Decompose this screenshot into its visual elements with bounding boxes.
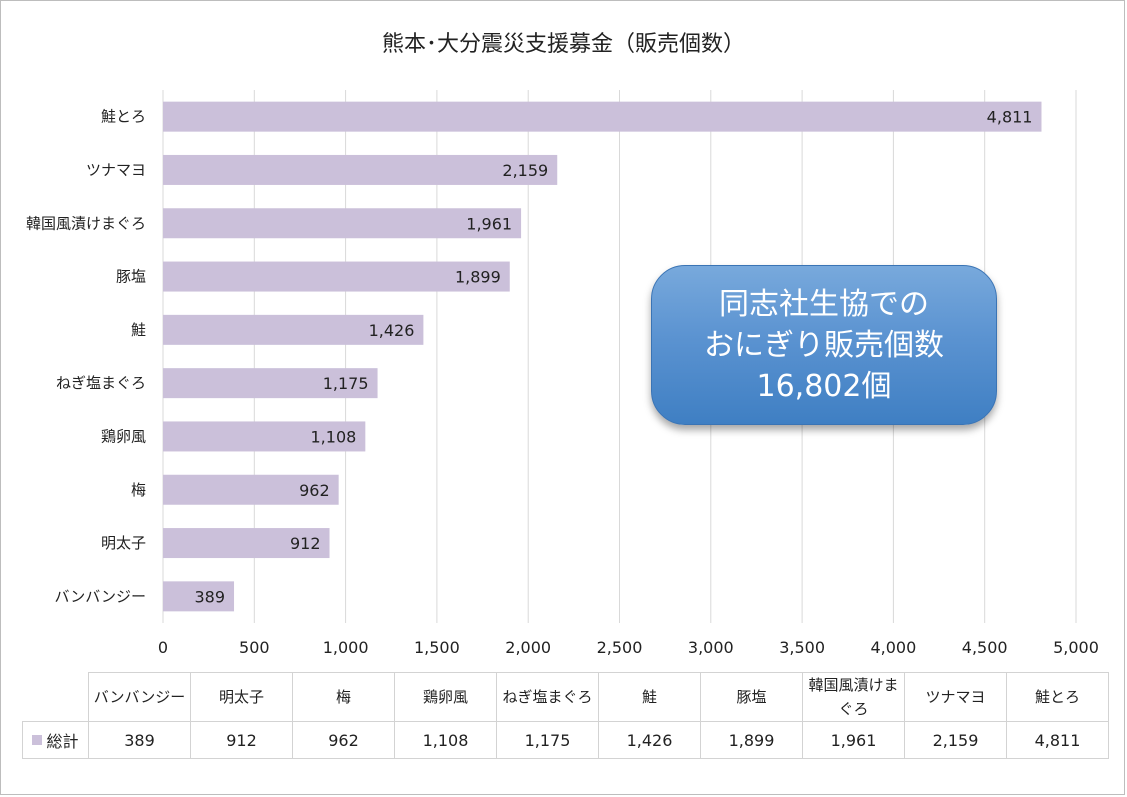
chart-title: 熊本･大分震災支援募金（販売個数）	[381, 32, 745, 57]
category-label: 豚塩	[116, 268, 146, 286]
table-header-cell: ねぎ塩まぐろ	[496, 672, 599, 722]
table-value-cell: 1,426	[598, 721, 701, 759]
table-header-cell: 明太子	[190, 672, 293, 722]
data-label: 4,811	[987, 108, 1033, 127]
table-value-cell: 912	[190, 721, 293, 759]
category-label: 鶏卵風	[101, 427, 146, 445]
category-label: 梅	[131, 481, 146, 499]
annotation-callout: 同志社生協での おにぎり販売個数 16,802個	[651, 265, 997, 425]
table-value-cell: 1,108	[394, 721, 497, 759]
bar	[163, 154, 558, 185]
table-value-cell: 1,899	[700, 721, 803, 759]
table-value-cell: 962	[292, 721, 395, 759]
data-label: 1,899	[455, 268, 501, 287]
category-label: ねぎ塩まぐろ	[56, 374, 146, 392]
category-label: 鮭	[131, 321, 146, 339]
table-header-cell: 梅	[292, 672, 395, 722]
category-label: バンバンジー	[54, 587, 146, 605]
table-value-cell: 2,159	[904, 721, 1007, 759]
category-label: ツナマヨ	[86, 161, 146, 179]
table-header-cell: 鶏卵風	[394, 672, 497, 722]
data-label: 962	[299, 481, 330, 500]
table-value-cell: 4,811	[1006, 721, 1109, 759]
bar	[163, 581, 235, 612]
bar	[163, 528, 330, 559]
series-name: 総計	[46, 732, 79, 751]
data-table: バンバンジー 明太子梅鶏卵風 ねぎ塩まぐろ鮭豚塩 韓国風漬けまぐろ ツナマヨ 鮭とろ 総計…	[22, 672, 1109, 759]
x-tick-label: 1,000	[323, 638, 369, 657]
category-label: 韓国風漬けまぐろ	[26, 214, 146, 232]
table-header-cell: 鮭とろ	[1006, 672, 1109, 722]
table-header-cell: 豚塩	[700, 672, 803, 722]
data-label: 1,961	[466, 214, 512, 233]
table-value-cell: 389	[88, 721, 191, 759]
table-header-cell: バンバンジー	[88, 672, 191, 722]
x-tick-label: 4,500	[962, 638, 1008, 657]
data-label: 2,159	[502, 161, 548, 180]
data-label: 1,426	[369, 321, 415, 340]
x-tick-label: 500	[239, 638, 270, 657]
bar	[163, 368, 378, 399]
legend-cell: 総計	[22, 721, 89, 759]
table-header-cell: 韓国風漬けまぐろ	[802, 672, 905, 722]
x-tick-label: 2,500	[597, 638, 643, 657]
x-tick-label: 5,000	[1053, 638, 1099, 657]
legend-swatch	[32, 735, 43, 745]
category-label: 明太子	[101, 534, 146, 552]
data-label: 1,175	[323, 374, 369, 393]
x-tick-label: 2,000	[505, 638, 551, 657]
table-header-cell: 鮭	[598, 672, 701, 722]
data-label: 389	[194, 587, 225, 606]
table-corner	[22, 672, 89, 722]
bar	[163, 421, 366, 452]
bar	[163, 261, 510, 292]
bar	[163, 474, 339, 505]
x-tick-label: 0	[158, 638, 168, 657]
data-label: 1,108	[311, 427, 357, 446]
category-label: 鮭とろ	[101, 108, 146, 126]
table-value-cell: 1,961	[802, 721, 905, 759]
table-header-cell: ツナマヨ	[904, 672, 1007, 722]
x-tick-label: 4,000	[870, 638, 916, 657]
data-label: 912	[290, 534, 321, 553]
annotation-text: 同志社生協での おにぎり販売個数 16,802個	[704, 286, 944, 404]
table-value-cell: 1,175	[496, 721, 599, 759]
bar	[163, 101, 1042, 132]
bar	[163, 208, 522, 239]
bar	[163, 314, 424, 345]
x-tick-label: 3,000	[688, 638, 734, 657]
x-tick-label: 3,500	[779, 638, 825, 657]
x-tick-label: 1,500	[414, 638, 460, 657]
